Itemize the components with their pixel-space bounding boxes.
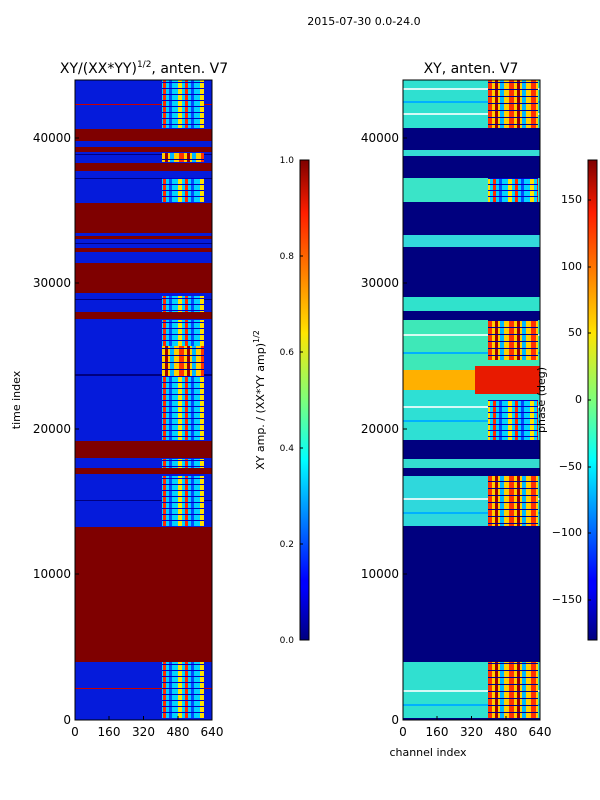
amp-cbar-label: XY amp. / (XX*YY amp)1/2	[252, 330, 267, 470]
phase-xtick-4: 640	[529, 725, 552, 739]
phase-panel: XY, anten. V7	[361, 61, 598, 759]
amp-cbar-tick-1: 0.2	[280, 540, 294, 550]
phase-xtick-0: 0	[399, 725, 407, 739]
amp-heatmap	[74, 79, 213, 721]
phase-title: XY, anten. V7	[424, 61, 519, 77]
phase-cbar-tick-2: −50	[559, 460, 582, 473]
amp-colorbar: 0.0 0.2 0.4 0.6 0.8 1.0 XY amp. / (XX*YY…	[252, 156, 310, 646]
phase-ytick-2: 20000	[361, 422, 399, 436]
amp-cbar-tick-5: 1.0	[280, 156, 295, 166]
phase-ytick-1: 10000	[361, 567, 399, 581]
phase-cbar-tick-1: −100	[552, 526, 582, 539]
amp-cbar-tick-2: 0.4	[280, 444, 295, 454]
phase-heatmap	[402, 79, 541, 721]
amp-title: XY/(XX*YY)1/2, anten. V7	[60, 60, 228, 77]
phase-y-axis: 0 10000 20000 30000 40000	[361, 131, 407, 727]
phase-xtick-3: 480	[495, 725, 518, 739]
phase-xtick-1: 160	[426, 725, 449, 739]
amp-cbar-tick-3: 0.6	[280, 348, 295, 358]
phase-colorbar: −150 −100 −50 0 50 100 150 phase (deg)	[535, 159, 598, 641]
phase-cbar-label: phase (deg)	[535, 367, 548, 433]
amp-xtick-1: 160	[98, 725, 121, 739]
phase-xtick-2: 320	[460, 725, 483, 739]
amp-cbar-tick-4: 0.8	[280, 252, 295, 262]
amp-ytick-3: 30000	[33, 276, 71, 290]
amp-xtick-4: 640	[201, 725, 224, 739]
phase-ytick-3: 30000	[361, 276, 399, 290]
phase-xlabel: channel index	[389, 746, 467, 759]
figure-suptitle: 2015-07-30 0.0-24.0	[307, 15, 420, 28]
phase-cbar-tick-0: −150	[552, 593, 582, 606]
amp-y-axis: 0 10000 20000 30000 40000 time index	[10, 131, 79, 727]
phase-ytick-0: 0	[391, 713, 399, 727]
amp-x-axis: 0 160 320 480 640	[71, 716, 223, 739]
amp-xtick-2: 320	[132, 725, 155, 739]
phase-cbar-tick-5: 100	[561, 260, 582, 273]
phase-cbar-tick-6: 150	[561, 193, 582, 206]
amp-ytick-0: 0	[63, 713, 71, 727]
amp-ylabel: time index	[10, 370, 23, 429]
amp-cbar-tick-0: 0.0	[280, 636, 295, 646]
amp-xtick-0: 0	[71, 725, 79, 739]
phase-ytick-4: 40000	[361, 131, 399, 145]
amp-ytick-1: 10000	[33, 567, 71, 581]
phase-cbar-tick-3: 0	[575, 393, 582, 406]
amp-panel: XY/(XX*YY)1/2, anten. V7	[10, 60, 310, 739]
phase-x-axis: 0 160 320 480 640 channel index	[389, 716, 551, 759]
amp-ytick-2: 20000	[33, 422, 71, 436]
phase-cbar-tick-4: 50	[568, 326, 582, 339]
amp-xtick-3: 480	[167, 725, 190, 739]
amp-ytick-4: 40000	[33, 131, 71, 145]
